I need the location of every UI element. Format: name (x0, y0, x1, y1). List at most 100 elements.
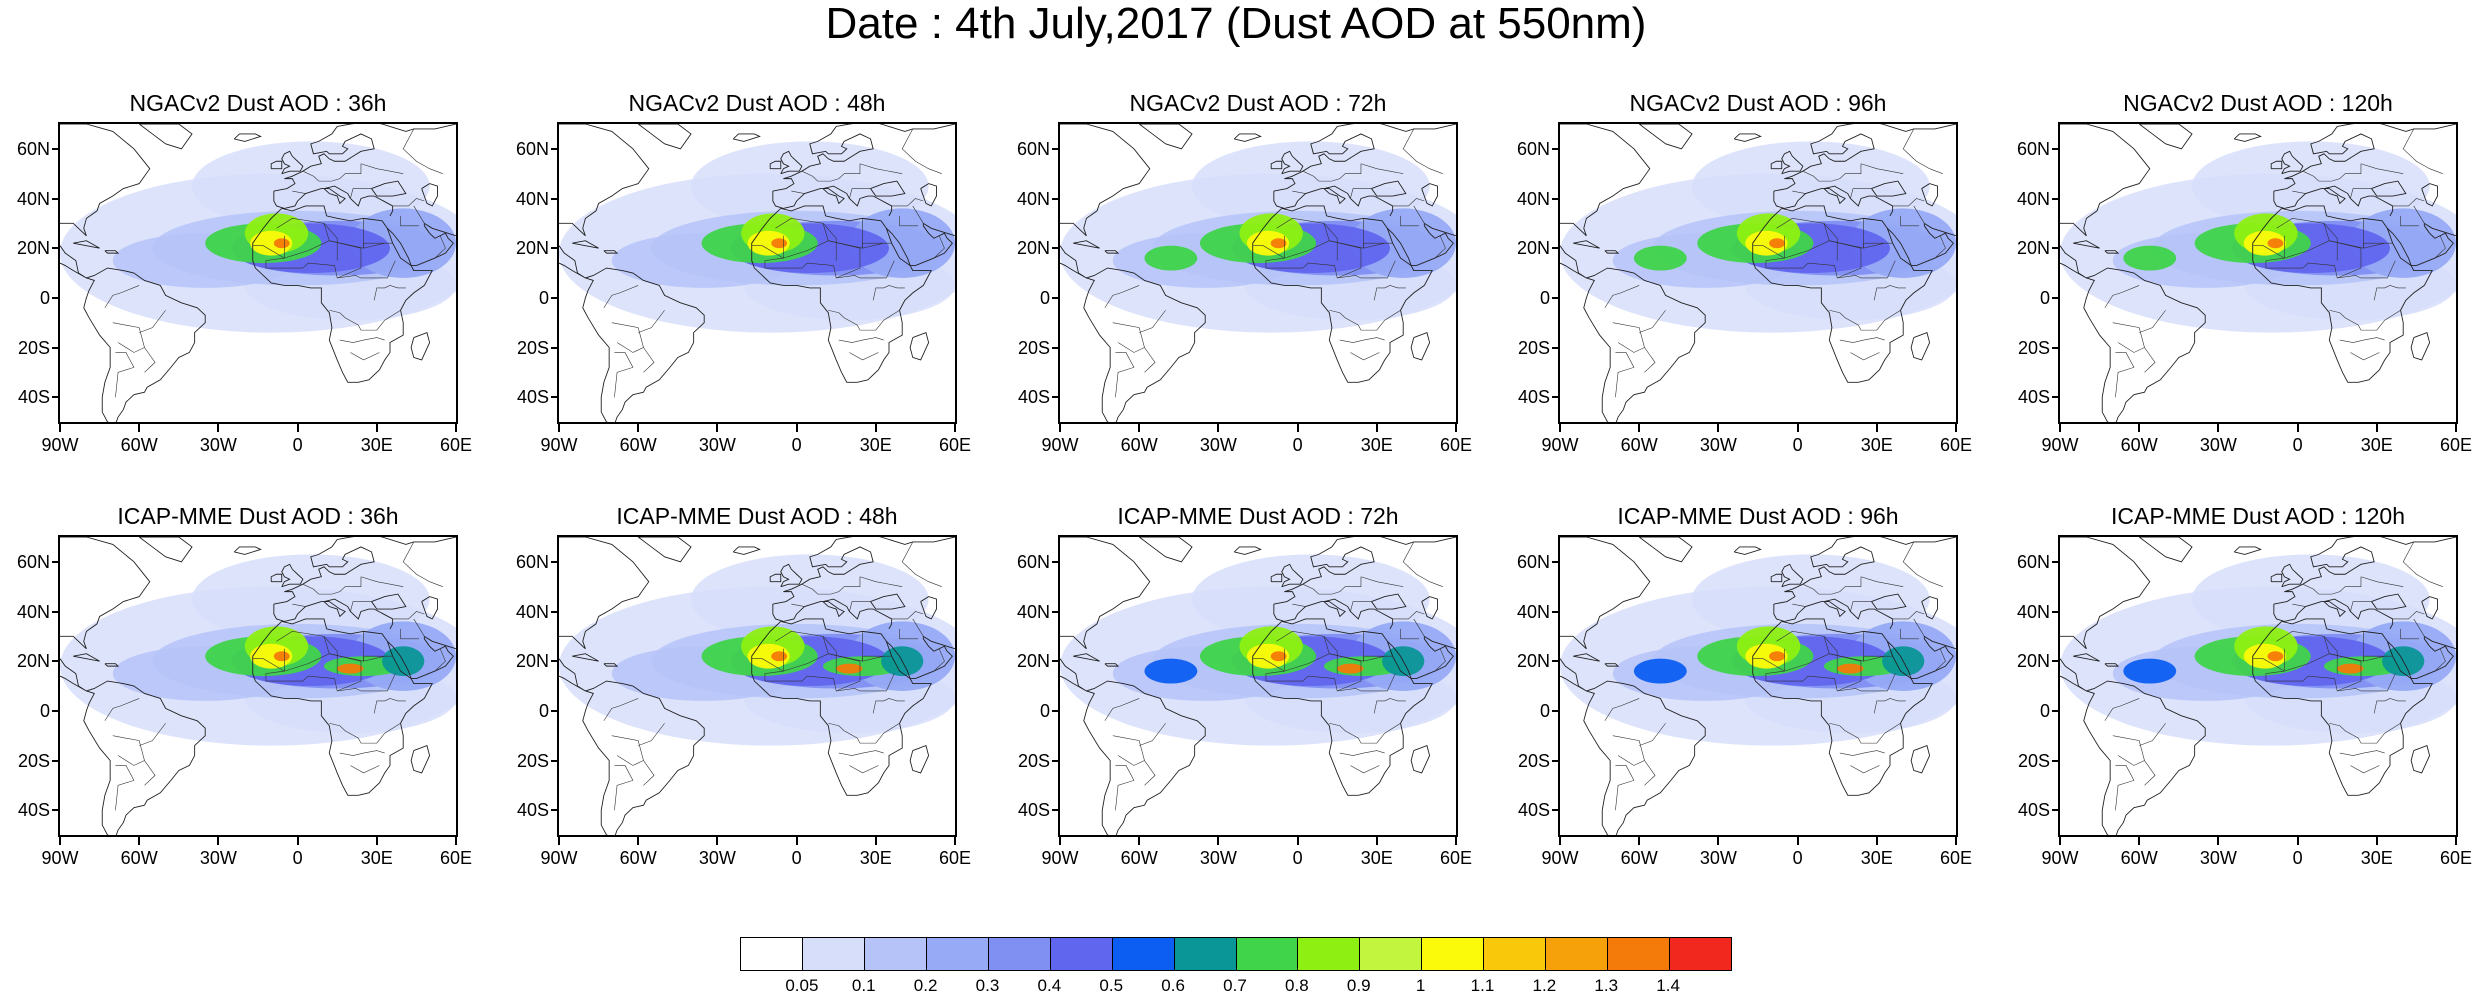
latitude-tick (551, 809, 559, 812)
coastline (2252, 618, 2433, 796)
latitude-label: 0 (538, 287, 549, 308)
longitude-tick (1559, 837, 1561, 845)
longitude-tick (795, 424, 798, 432)
coastline (1273, 124, 1456, 192)
longitude-label: 90W (1041, 435, 1079, 455)
latitude-label: 20S (1517, 337, 1550, 358)
coastline (410, 745, 431, 774)
country-border (2339, 750, 2385, 756)
country-border (1860, 576, 1904, 587)
coastline (1233, 133, 1262, 142)
country-border (899, 215, 919, 227)
coastline (2060, 245, 2206, 422)
coastline (2060, 658, 2206, 835)
aod-contour (1769, 238, 1785, 249)
country-border (1776, 218, 1838, 261)
latitude-tick (1552, 346, 1560, 349)
coastline (1752, 618, 1933, 796)
latitude-tick (551, 247, 559, 250)
coastline (387, 223, 454, 267)
aod-contour (2267, 238, 2284, 249)
country-border (838, 337, 884, 343)
country-border (2144, 347, 2156, 373)
longitude-tick (2296, 837, 2299, 845)
latitude-label: 60N (1016, 138, 1050, 159)
coastline (387, 636, 454, 680)
aod-contour (1633, 658, 1687, 684)
aod-contour (836, 663, 863, 674)
latitude-label: 40N (515, 601, 549, 622)
map-frame (1558, 122, 1958, 424)
country-border (2373, 285, 2406, 301)
coastline (886, 636, 953, 680)
latitude-label: 20N (16, 651, 50, 672)
latitude-label: 20S (2017, 750, 2050, 771)
coastline (2252, 205, 2433, 383)
longitude-tick (2059, 424, 2061, 432)
longitude-label: 0 (1792, 848, 1803, 868)
coastline (1424, 222, 1456, 237)
country-border (912, 205, 924, 224)
latitude-tick (1052, 809, 1060, 812)
longitude-tick (1875, 837, 1878, 845)
longitude-tick (2138, 837, 2141, 845)
longitude-label: 30E (360, 435, 393, 455)
country-border (1873, 285, 1906, 301)
coastline (2104, 250, 2120, 254)
coastline (1073, 240, 1100, 249)
country-border (1776, 631, 1838, 674)
country-border (1112, 322, 1145, 353)
longitude-tick (716, 837, 719, 845)
latitude-tick (52, 660, 60, 663)
coastline (1424, 635, 1456, 650)
colorbar-level-label: 0.6 (1161, 976, 1185, 995)
country-border (1402, 541, 1443, 587)
aod-contour (1270, 238, 1287, 249)
longitude-tick (2217, 837, 2220, 845)
country-border (1612, 735, 1645, 766)
latitude-label: 20N (2016, 238, 2050, 259)
colorbar-swatch (1422, 938, 1485, 970)
latitude-label: 20N (515, 651, 549, 672)
coastline (909, 745, 930, 774)
latitude-tick (52, 346, 60, 349)
aod-contour (250, 643, 293, 669)
longitude-label: 30W (199, 435, 237, 455)
latitude-tick (1052, 296, 1060, 299)
coastline (410, 332, 431, 361)
longitude-tick (1217, 424, 1220, 432)
longitude-tick (1717, 424, 1720, 432)
country-border (144, 347, 156, 373)
aod-contour (1144, 245, 1198, 271)
country-border (775, 218, 837, 261)
latitude-label: 20S (17, 337, 50, 358)
coastline (73, 653, 100, 662)
aod-field (1560, 554, 1956, 746)
longitude-label: 60W (2120, 848, 2158, 868)
latitude-label: 60N (1016, 551, 1050, 572)
aod-contour (2243, 230, 2286, 256)
latitude-label: 40S (2017, 387, 2050, 408)
longitude-label: 30W (1699, 848, 1737, 868)
latitude-tick (551, 396, 559, 399)
country-border (933, 235, 945, 259)
country-border (872, 285, 905, 301)
coastline (1560, 537, 1651, 650)
coastline (1871, 593, 1907, 610)
map-frame (557, 535, 957, 837)
latitude-label: 20N (1516, 238, 1550, 259)
longitude-tick (1217, 837, 1220, 845)
country-border (360, 163, 404, 174)
coastline (104, 663, 120, 667)
aod-contour (2243, 643, 2286, 669)
country-border (2302, 576, 2362, 595)
latitude-tick (2052, 346, 2060, 349)
coastline (281, 150, 304, 175)
country-border (2400, 215, 2420, 227)
longitude-tick (1955, 424, 1957, 432)
latitude-tick (2052, 759, 2060, 762)
country-border (323, 223, 362, 279)
country-border (1363, 631, 1385, 662)
country-border (2339, 337, 2385, 343)
country-border (614, 765, 634, 811)
